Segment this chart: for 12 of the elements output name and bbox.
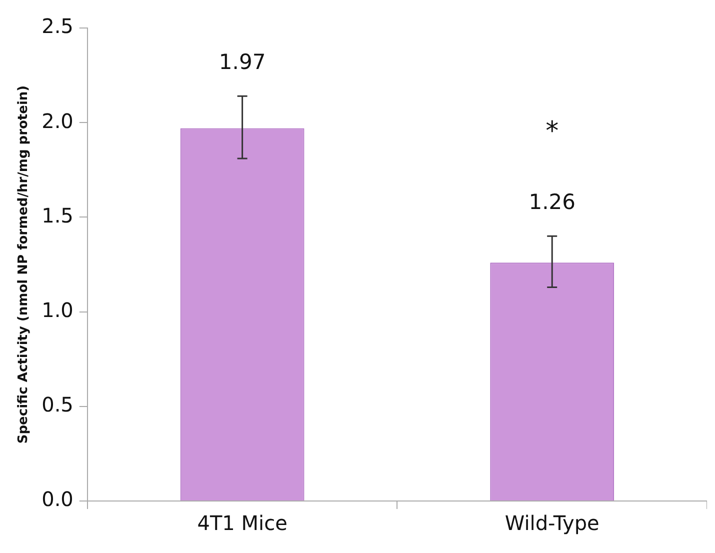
y-tick-label: 2.5 <box>42 14 74 38</box>
y-tick-label: 1.5 <box>42 203 74 228</box>
annotation: * <box>546 116 559 146</box>
data-label: 1.97 <box>218 50 266 74</box>
y-tick-label: 0.0 <box>42 487 74 512</box>
x-tick-label: 4T1 Mice <box>197 511 288 536</box>
y-tick-label: 1.0 <box>42 298 74 322</box>
x-tick-label: Wild-Type <box>504 511 600 536</box>
y-axis-title: Specific Activity (nmol NP formed/hr/mg protein) <box>16 85 32 444</box>
data-label: 1.26 <box>528 190 576 214</box>
y-tick-label: 2.0 <box>42 108 74 133</box>
y-tick-label: 0.5 <box>42 392 74 417</box>
